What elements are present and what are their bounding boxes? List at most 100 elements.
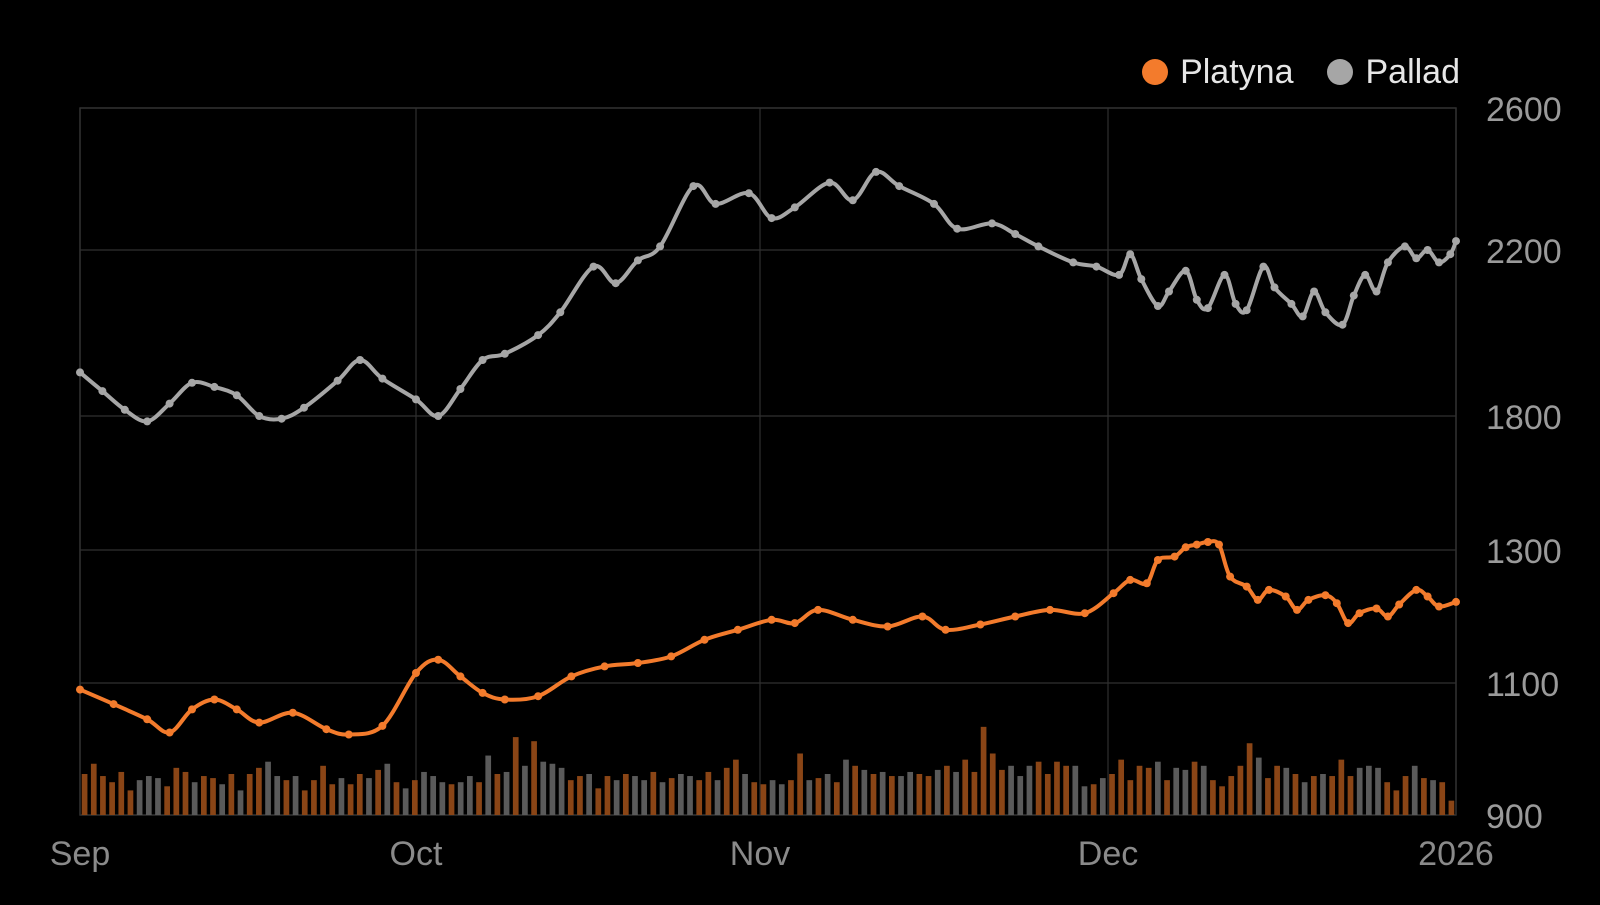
data-point-pallad [356,356,364,364]
volume-bar [1246,743,1253,815]
volume-bar [1081,786,1088,815]
data-point-platyna [1423,592,1432,601]
volume-bar [650,771,657,815]
volume-bar [421,771,427,815]
data-point-platyna [188,705,196,714]
volume-bar [1347,776,1354,815]
volume-bar [1145,767,1152,815]
data-point-platyna [232,705,241,714]
volume-bar [1008,765,1014,815]
volume-bar [485,755,492,815]
volume-bar [246,774,253,815]
data-point-platyna [790,619,799,628]
x-tick-label: Oct [390,835,443,873]
data-point-pallad [556,308,565,317]
data-point-pallad [656,242,665,251]
volume-bar [503,771,510,815]
data-point-pallad [953,224,962,233]
data-point-platyna [1452,597,1460,606]
volume-bar [925,776,932,815]
data-point-platyna [700,635,709,644]
data-point-pallad [1446,250,1455,259]
data-point-pallad [1203,304,1212,313]
volume-bar [714,780,721,815]
data-point-pallad [1126,250,1135,259]
data-point-pallad [500,349,509,358]
data-point-platyna [1203,538,1212,546]
data-point-pallad [1383,258,1392,267]
data-point-platyna [534,692,543,701]
data-point-pallad [378,374,387,383]
volume-bar [1430,780,1436,815]
volume-bar [833,782,840,815]
data-point-platyna [1226,572,1235,581]
volume-bar [577,776,583,815]
volume-bar [1173,767,1180,815]
volume-bar [127,790,134,815]
data-point-pallad [120,405,129,414]
data-point-platyna [500,695,509,704]
volume-bar [100,776,106,815]
volume-bar [402,788,409,815]
data-point-platyna [918,612,927,621]
volume-bar [118,771,125,815]
data-point-platyna [567,672,576,681]
data-point-platyna [733,625,742,634]
volume-bar [971,771,978,815]
data-point-platyna [1153,556,1162,564]
volume-bar [1265,778,1271,815]
volume-bar [852,765,858,815]
volume-bar [384,763,391,815]
data-point-platyna [434,655,443,664]
volume-bar [1301,782,1308,815]
data-point-platyna [667,652,676,661]
data-point-pallad [1298,312,1307,321]
data-point-pallad [1349,291,1358,300]
volume-bar [430,776,437,815]
data-point-pallad [1310,287,1319,296]
volume-bar [1366,765,1372,815]
volume-bar [1439,782,1446,815]
data-point-platyna [1126,575,1135,584]
x-tick-label: Dec [1078,835,1138,873]
volume-bar [90,763,97,815]
data-point-pallad [1270,283,1279,292]
data-point-pallad [930,199,938,208]
volume-bar [201,776,207,815]
data-point-pallad [1181,266,1190,275]
legend-label-platyna: Platyna [1180,53,1294,91]
volume-bar [1320,774,1326,815]
volume-bar [696,780,703,815]
data-point-platyna [1293,605,1301,614]
volume-bar [1338,759,1345,815]
y-tick-label: 1300 [1486,533,1562,571]
legend-item-platyna[interactable]: Platyna [1142,52,1293,92]
data-point-platyna [478,688,487,697]
volume-bar [705,771,712,815]
volume-bar [457,782,464,815]
data-point-pallad [711,199,720,208]
volume-bar [329,784,336,815]
data-point-platyna [941,625,950,634]
legend-item-pallad[interactable]: Pallad [1327,52,1460,92]
volume-bar [191,782,198,815]
data-point-pallad [76,368,84,377]
volume-bar [549,763,556,815]
volume-bar [320,765,326,815]
volume-bar [824,774,831,815]
volume-bar [1329,776,1336,815]
data-point-platyna [1192,540,1201,549]
volume-bar [467,776,473,815]
volume-bar [1283,767,1290,815]
volume-bar [1384,782,1391,815]
data-point-pallad [1321,308,1330,317]
volume-bar [1118,759,1125,815]
data-point-pallad [633,256,642,265]
volume-bar [1237,765,1244,815]
volume-bar [1164,780,1170,815]
data-point-platyna [976,620,985,629]
volume-bar [366,778,372,815]
data-point-pallad [767,214,776,223]
volume-bar [256,767,262,815]
